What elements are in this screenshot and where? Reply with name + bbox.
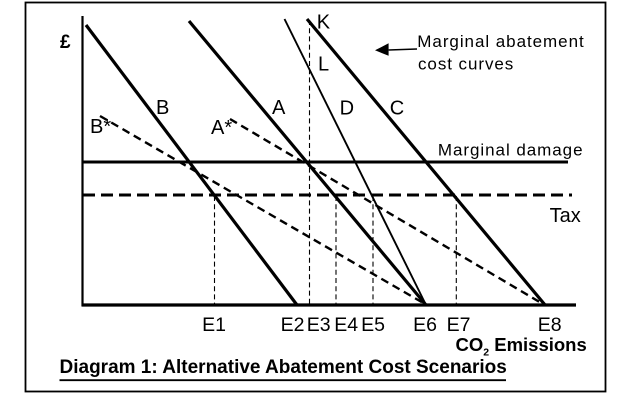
svg-text:C: C [390,98,404,120]
svg-text:E5: E5 [361,314,385,336]
svg-text:E7: E7 [447,314,471,336]
svg-text:E4: E4 [334,314,358,336]
svg-text:E6: E6 [413,314,437,336]
svg-text:B*: B* [90,116,111,138]
svg-text:E1: E1 [202,314,226,336]
svg-text:cost curves: cost curves [418,54,514,73]
svg-text:A*: A* [211,117,232,139]
svg-text:£: £ [60,32,71,53]
svg-text:Tax: Tax [550,205,581,227]
svg-text:L: L [318,54,329,76]
svg-text:B: B [156,97,169,119]
svg-text:D: D [340,98,354,120]
svg-text:E3: E3 [307,314,331,336]
svg-text:Marginal damage: Marginal damage [438,141,584,160]
svg-text:CO2 Emissions: CO2 Emissions [456,334,587,358]
svg-text:Marginal abatement: Marginal abatement [417,32,584,51]
svg-text:K: K [317,11,331,33]
svg-text:Diagram 1: Alternative Abateme: Diagram 1: Alternative Abatement Cost Sc… [60,357,507,378]
svg-text:E8: E8 [538,314,562,336]
svg-text:E2: E2 [281,314,305,336]
svg-text:A: A [272,97,286,119]
